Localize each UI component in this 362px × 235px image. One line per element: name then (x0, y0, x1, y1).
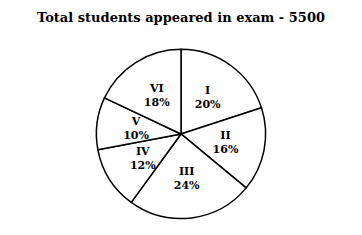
svg-text:Total students appeared in exa: Total students appeared in exam - 5500 (37, 10, 325, 25)
svg-text:V: V (131, 115, 141, 128)
svg-text:IV: IV (136, 145, 150, 158)
svg-text:I: I (205, 84, 210, 97)
svg-text:16%: 16% (213, 143, 239, 156)
svg-text:III: III (179, 165, 194, 178)
svg-text:II: II (220, 129, 230, 142)
svg-text:24%: 24% (174, 179, 200, 192)
svg-text:18%: 18% (144, 96, 170, 109)
svg-text:12%: 12% (130, 159, 156, 172)
svg-text:VI: VI (149, 82, 164, 95)
svg-text:20%: 20% (195, 98, 221, 111)
svg-text:10%: 10% (123, 129, 149, 142)
